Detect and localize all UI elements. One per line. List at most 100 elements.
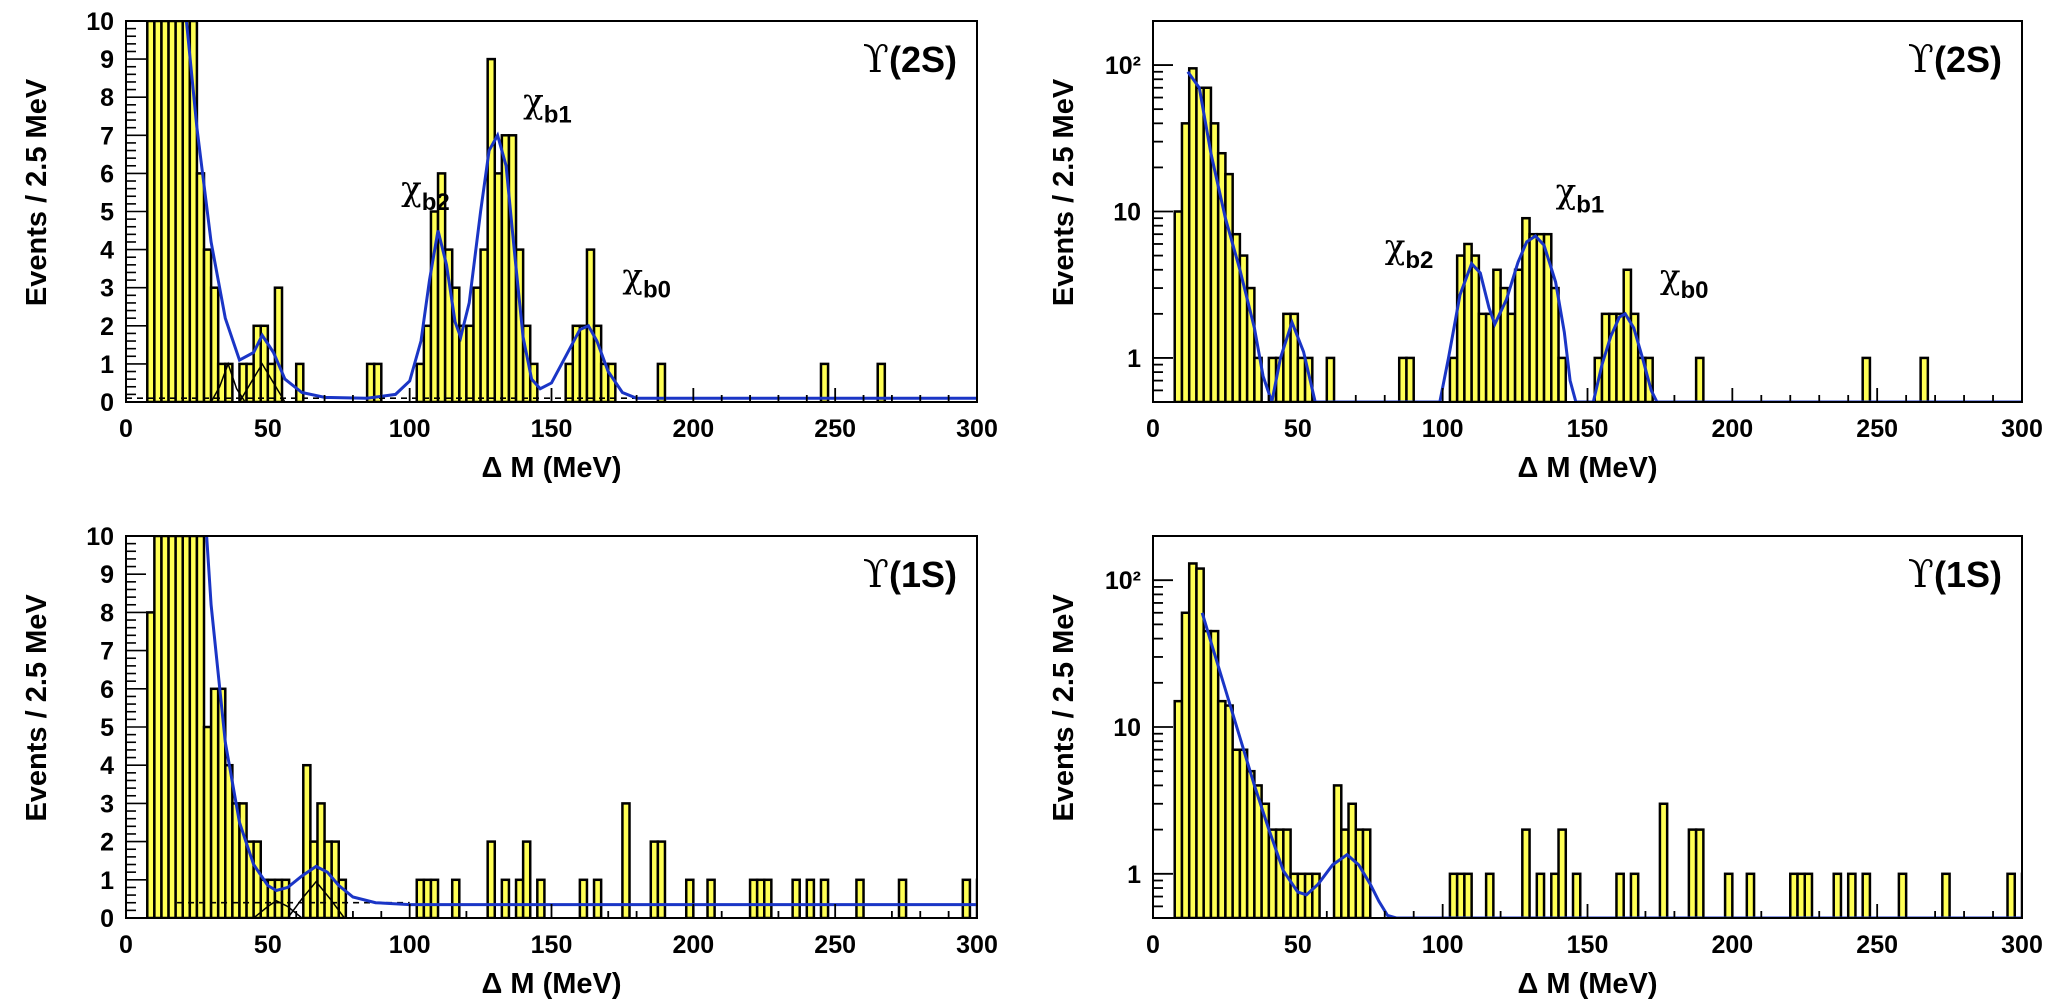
histogram-bar xyxy=(2020,872,2022,918)
y-tick-label: 7 xyxy=(100,122,114,150)
histogram-bar xyxy=(500,878,511,918)
peak-label-chi-b0: χb0 xyxy=(622,257,671,304)
component-curve xyxy=(253,899,303,918)
x-tick-label: 200 xyxy=(1711,931,1753,959)
peak-label-chi-b0: χb0 xyxy=(1660,257,1709,304)
y-tick-label: 9 xyxy=(100,561,114,589)
peak-label-chi-b2: χb2 xyxy=(1385,227,1434,274)
x-tick-label: 200 xyxy=(1711,415,1753,443)
y-tick-label: 1 xyxy=(100,351,114,379)
y-axis-label: Events / 2.5 MeV xyxy=(1048,594,1080,822)
panel-bottom-right: 0 50 100 150 200 250 300 1 10 10² Δ M (MeV) Events … xyxy=(1048,535,2043,1000)
chi-symbol: χ xyxy=(1385,227,1406,267)
y-tick-label: 10 xyxy=(86,8,114,36)
component-curve xyxy=(287,880,346,918)
panel-top-right: 0 50 100 150 200 250 300 1 10 10² Δ M (MeV) Events … xyxy=(1048,20,2043,484)
component-curve xyxy=(210,361,246,402)
histogram-bar xyxy=(1897,872,1908,918)
histogram-bar xyxy=(1311,872,1321,918)
panel-title-state: (1S) xyxy=(889,554,957,595)
y-tick-label: 10 xyxy=(1113,714,1141,742)
panel-title: ϒ(1S) xyxy=(1908,552,2002,596)
y-tick-label: 1 xyxy=(1127,345,1141,373)
x-tick-label: 250 xyxy=(1856,415,1898,443)
histogram-bar xyxy=(486,840,497,918)
chi-subscript: b0 xyxy=(1681,277,1709,304)
histogram-bar xyxy=(621,802,631,918)
histogram-bar xyxy=(1325,356,1336,402)
component-curve xyxy=(238,362,286,402)
chi-subscript: b2 xyxy=(1405,247,1433,274)
histogram-bar xyxy=(706,878,716,918)
y-tick-label: 10 xyxy=(1113,199,1141,227)
panel-top-left: 0 50 100 150 200 250 300 0 1 2 3 4 5 6 7 8 9 10 Δ M (MeV) E… xyxy=(21,8,998,484)
y-tick-label: 3 xyxy=(100,275,114,303)
histogram-bar xyxy=(536,878,546,918)
y-axis-label: Events / 2.5 MeV xyxy=(1048,78,1080,306)
fit-curve xyxy=(1186,70,2022,402)
histogram-bar xyxy=(521,840,532,918)
histogram-bar xyxy=(1463,872,1473,918)
x-tick-label: 150 xyxy=(1567,415,1609,443)
y-tick-label: 7 xyxy=(100,638,114,666)
x-axis-label: Δ M (MeV) xyxy=(481,968,621,1000)
chi-symbol: χ xyxy=(523,81,544,121)
x-tick-label: 50 xyxy=(1284,415,1312,443)
fit-curve xyxy=(1200,612,2022,918)
x-tick-label: 200 xyxy=(672,415,714,443)
x-tick-label: 100 xyxy=(389,931,431,959)
histogram-bar xyxy=(763,878,773,918)
x-tick-label: 300 xyxy=(2001,931,2043,959)
y-tick-label: 0 xyxy=(100,389,114,417)
y-tick-label: 6 xyxy=(100,676,114,704)
y-tick-label: 8 xyxy=(100,599,114,627)
histogram-bar xyxy=(578,878,589,918)
histogram-bar xyxy=(1658,802,1669,918)
fit-curve xyxy=(205,536,977,907)
chi-subscript: b1 xyxy=(544,101,572,128)
histogram-bar xyxy=(1405,356,1415,402)
y-tick-label: 6 xyxy=(100,160,114,188)
histogram-bar xyxy=(1694,828,1705,918)
upsilon-symbol: ϒ xyxy=(1908,37,1934,81)
chi-symbol: χ xyxy=(401,169,422,209)
y-tick-label: 10² xyxy=(1105,52,1141,80)
y-tick-label: 9 xyxy=(100,46,114,74)
histogram-bar xyxy=(855,878,865,918)
y-tick-label: 4 xyxy=(100,237,114,265)
histogram-bar xyxy=(2006,872,2017,918)
y-tick-label: 5 xyxy=(100,714,114,742)
x-tick-label: 300 xyxy=(956,415,998,443)
histogram-bar xyxy=(1832,872,1843,918)
plot-area xyxy=(126,21,977,402)
histogram-bar xyxy=(1521,828,1531,918)
histogram-bar xyxy=(876,362,887,402)
histogram-bar xyxy=(592,878,603,918)
histogram-bar xyxy=(656,362,667,402)
histogram-bar xyxy=(791,878,801,918)
panel-title-state: (2S) xyxy=(889,39,957,80)
histogram-bar xyxy=(1723,872,1734,918)
chi-symbol: χ xyxy=(1660,257,1681,297)
chi-symbol: χ xyxy=(622,257,643,297)
panel-title-state: (2S) xyxy=(1934,39,2002,80)
peak-label-chi-b2: χb2 xyxy=(401,169,450,216)
panel-title: ϒ(1S) xyxy=(863,552,957,596)
y-tick-label: 2 xyxy=(100,313,114,341)
histogram-bar xyxy=(1919,356,1930,402)
y-tick-label: 10² xyxy=(1105,567,1141,595)
chi-symbol: χ xyxy=(1556,172,1577,212)
histogram-bar xyxy=(1557,356,1568,402)
chi-subscript: b2 xyxy=(422,189,450,216)
x-tick-label: 50 xyxy=(1284,931,1312,959)
upsilon-symbol: ϒ xyxy=(863,552,889,596)
peak-label-chi-b1: χb1 xyxy=(523,81,572,128)
chi-subscript: b0 xyxy=(643,277,671,304)
histogram-bar xyxy=(294,362,305,402)
histogram-bar xyxy=(450,878,461,918)
x-tick-label: 250 xyxy=(814,415,856,443)
x-tick-label: 300 xyxy=(956,931,998,959)
x-tick-label: 150 xyxy=(1567,931,1609,959)
histogram-bar xyxy=(656,840,667,918)
x-tick-label: 0 xyxy=(119,931,133,959)
